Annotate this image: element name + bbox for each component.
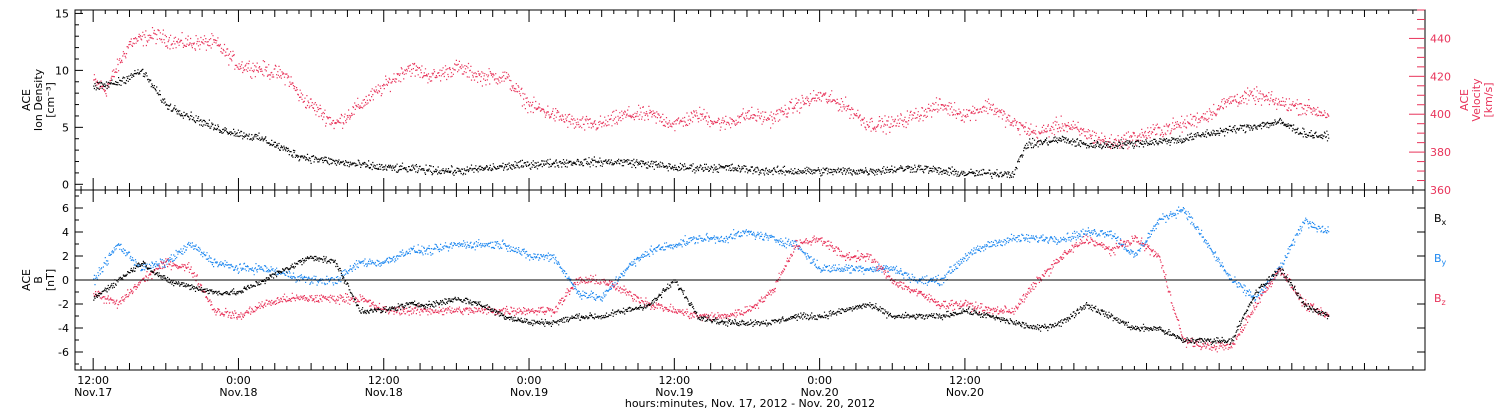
legend: Bx By Bz bbox=[1434, 212, 1447, 307]
density-tick-label: 0 bbox=[62, 178, 69, 191]
x-tick-date: Nov.17 bbox=[74, 386, 112, 399]
velocity-tick-label: 440 bbox=[1430, 32, 1451, 45]
top-left-axis-title: ACE Ion Density [cm⁻³] bbox=[20, 68, 57, 131]
x-tick-date: Nov.18 bbox=[365, 386, 403, 399]
x-tick-date: Nov.19 bbox=[655, 386, 693, 399]
x-tick-time: 12:00 bbox=[658, 374, 690, 387]
velocity-label-line1: ACE bbox=[1458, 89, 1471, 111]
density-label-line1: ACE bbox=[20, 89, 33, 111]
legend-by: By bbox=[1434, 252, 1447, 267]
bottom-left-axis: -6 -4 -2 0 2 4 6 bbox=[58, 195, 1425, 365]
top-right-axis-title: ACE Velocity [km/s] bbox=[1458, 78, 1495, 122]
velocity-tick-label: 420 bbox=[1430, 70, 1451, 83]
x-tick-date: Nov.19 bbox=[510, 386, 548, 399]
x-axis: 12:00Nov.170:00Nov.1812:00Nov.180:00Nov.… bbox=[74, 10, 1426, 399]
velocity-label-line3: [km/s] bbox=[1482, 82, 1495, 117]
x-tick-date: Nov.18 bbox=[219, 386, 257, 399]
density-tick-label: 5 bbox=[62, 121, 69, 134]
bz-series bbox=[93, 234, 1330, 353]
x-tick-time: 0:00 bbox=[226, 374, 251, 387]
top-right-axis: 360 380 400 420 440 bbox=[1409, 9, 1451, 197]
velocity-tick-label: 380 bbox=[1430, 146, 1451, 159]
b-tick-label: 0 bbox=[62, 274, 69, 287]
bottom-left-axis-title: ACE B [nT] bbox=[20, 269, 57, 291]
density-tick-label: 15 bbox=[55, 7, 69, 20]
b-tick-label: 2 bbox=[62, 250, 69, 263]
x-tick-time: 12:00 bbox=[368, 374, 400, 387]
b-tick-label: 6 bbox=[62, 202, 69, 215]
top-panel: 0 5 10 15 360 380 400 420 440 ACE Ion Density [… bbox=[20, 7, 1495, 197]
density-series bbox=[93, 68, 1330, 179]
density-label-line2: Ion Density bbox=[32, 68, 45, 131]
velocity-series bbox=[93, 27, 1330, 150]
x-tick-date: Nov.20 bbox=[946, 386, 984, 399]
velocity-tick-label: 400 bbox=[1430, 108, 1451, 121]
b-tick-label: -6 bbox=[58, 346, 69, 359]
x-tick-time: 12:00 bbox=[77, 374, 109, 387]
top-left-axis: 0 5 10 15 bbox=[55, 7, 83, 191]
legend-bz: Bz bbox=[1434, 292, 1446, 307]
by-series bbox=[93, 206, 1330, 302]
top-panel-series bbox=[93, 27, 1330, 179]
bottom-panel: -6 -4 -2 0 2 4 6 ACE B [nT] Bx By Bz bbox=[20, 189, 1447, 371]
x-tick-date: Nov.20 bbox=[801, 386, 839, 399]
velocity-tick-label: 360 bbox=[1430, 184, 1451, 197]
density-tick-label: 10 bbox=[55, 64, 69, 77]
x-tick-time: 0:00 bbox=[517, 374, 542, 387]
b-tick-label: -2 bbox=[58, 298, 69, 311]
bottom-panel-series bbox=[93, 206, 1330, 353]
density-label-line3: [cm⁻³] bbox=[44, 82, 57, 118]
x-tick-time: 12:00 bbox=[949, 374, 981, 387]
b-label-line3: [nT] bbox=[44, 269, 57, 291]
legend-bx: Bx bbox=[1434, 212, 1447, 227]
x-tick-time: 0:00 bbox=[807, 374, 832, 387]
b-label-line1: ACE bbox=[20, 269, 33, 291]
b-tick-label: 4 bbox=[62, 226, 69, 239]
b-tick-label: -4 bbox=[58, 322, 69, 335]
x-axis-title: hours:minutes, Nov. 17, 2012 - Nov. 20, … bbox=[625, 397, 875, 410]
b-label-line2: B bbox=[32, 276, 45, 284]
velocity-label-line2: Velocity bbox=[1470, 78, 1483, 122]
